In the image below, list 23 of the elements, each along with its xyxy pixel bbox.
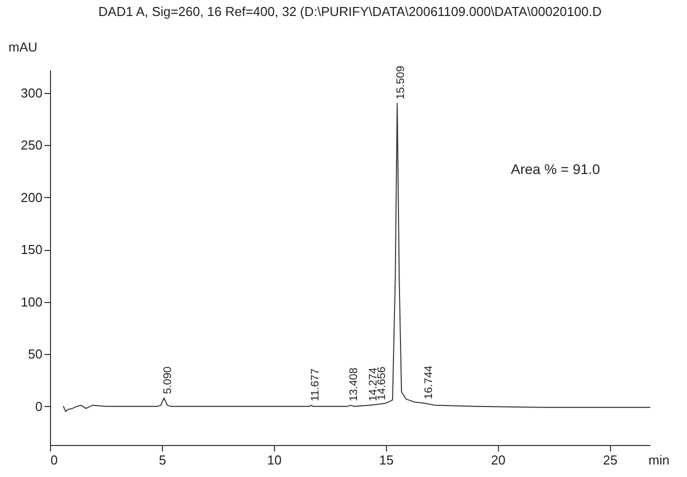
x-axis-title: min — [648, 452, 670, 468]
y-tick-label: 0 — [35, 398, 42, 414]
x-tick-label: 15 — [379, 452, 394, 468]
x-tick-label: 25 — [602, 452, 618, 468]
y-tick-label: 150 — [20, 242, 42, 258]
y-axis-title: mAU — [8, 40, 38, 54]
x-tick-label: 0 — [50, 452, 58, 468]
x-tick-label: 10 — [267, 452, 282, 468]
line-series — [62, 102, 650, 412]
y-tick-label: 300 — [20, 85, 42, 100]
x-tick-label: 20 — [491, 452, 506, 468]
y-tick-label: 50 — [28, 346, 42, 362]
annotation: Area % = 91.0 — [510, 161, 600, 177]
x-tick-label: 5 — [158, 452, 166, 468]
y-tick-label: 100 — [20, 294, 42, 310]
y-tick-label: 200 — [20, 190, 42, 205]
annotation: 5.090 — [162, 366, 174, 394]
y-tick-label: 250 — [20, 138, 42, 153]
chart-title: DAD1 A, Sig=260, 16 Ref=400, 32 (D:\PURIFY\DATA\20061109.000\DATA\00020100.D — [98, 4, 602, 19]
annotation: 11.677 — [309, 368, 322, 402]
annotation: 13.408 — [348, 368, 360, 402]
annotation: 16.744 — [422, 366, 435, 400]
annotation: 15.509 — [395, 66, 408, 100]
